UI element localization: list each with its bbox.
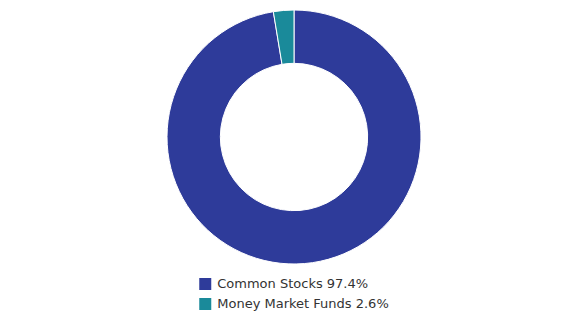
chart-root: Common Stocks 97.4% Money Market Funds 2.… xyxy=(0,0,588,324)
slice xyxy=(273,10,294,64)
pie-group xyxy=(167,10,421,264)
slice xyxy=(167,10,421,264)
legend-swatch xyxy=(199,278,211,290)
legend-swatch xyxy=(199,298,211,310)
legend: Common Stocks 97.4% Money Market Funds 2.… xyxy=(199,276,388,311)
legend-item: Money Market Funds 2.6% xyxy=(199,296,388,311)
legend-label: Money Market Funds 2.6% xyxy=(217,296,388,311)
legend-item: Common Stocks 97.4% xyxy=(199,276,368,291)
legend-label: Common Stocks 97.4% xyxy=(217,276,368,291)
